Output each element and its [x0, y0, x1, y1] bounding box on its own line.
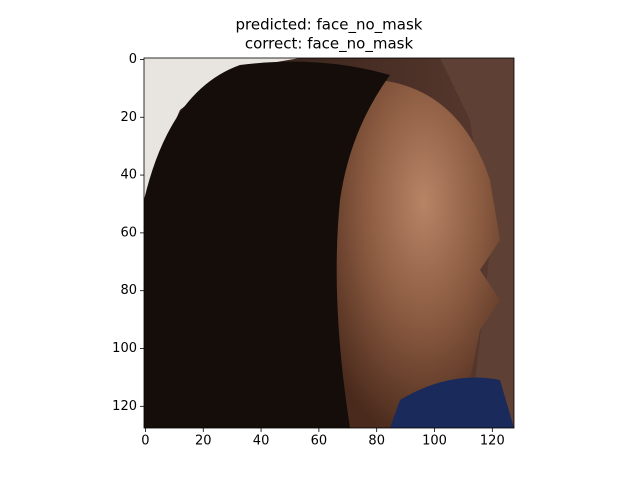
- y-tick-label: 0: [129, 52, 137, 67]
- axes-frame: [143, 57, 515, 429]
- y-tick-label: 60: [120, 225, 137, 240]
- y-tick-label: 100: [112, 341, 137, 356]
- x-tick-label: 20: [195, 434, 212, 449]
- y-tick-label: 40: [120, 168, 137, 183]
- x-tick-label: 80: [368, 434, 385, 449]
- x-tick-label: 60: [311, 434, 328, 449]
- x-tick-label: 40: [253, 434, 270, 449]
- x-tick-label: 100: [422, 434, 447, 449]
- title: correct: face_no_mask: [245, 35, 414, 54]
- x-tick-label: 0: [141, 434, 149, 449]
- y-tick-label: 120: [112, 399, 137, 414]
- x-tick-label: 120: [480, 434, 505, 449]
- y-tick-label: 80: [120, 283, 137, 298]
- y-tick-label: 20: [120, 110, 137, 125]
- image: [144, 58, 514, 428]
- title: predicted: face_no_mask: [236, 16, 423, 35]
